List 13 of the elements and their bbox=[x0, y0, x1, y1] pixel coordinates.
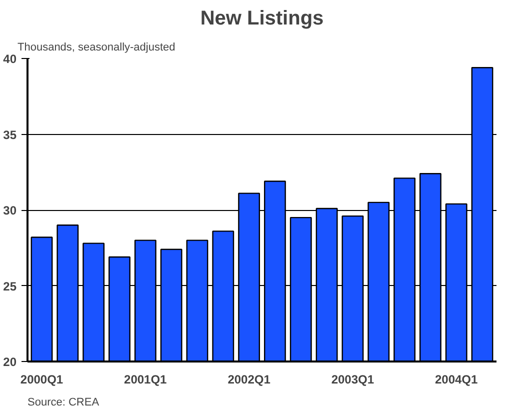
x-tick-label: 2000Q1 bbox=[20, 372, 64, 386]
y-tick-label: 35 bbox=[3, 128, 17, 142]
y-axis-title: Thousands, seasonally-adjusted bbox=[18, 42, 176, 54]
chart-title: New Listings bbox=[200, 8, 324, 30]
source-note: Source: CREA bbox=[28, 396, 100, 408]
x-tick-label: 2003Q1 bbox=[331, 372, 374, 386]
x-tick-label: 2002Q1 bbox=[228, 372, 271, 386]
y-tick-label: 25 bbox=[3, 279, 17, 294]
y-tick-label: 20 bbox=[3, 355, 17, 369]
x-tick-label: 2001Q1 bbox=[124, 372, 168, 386]
y-tick-label: 40 bbox=[3, 52, 17, 66]
y-tick-label: 30 bbox=[3, 204, 17, 218]
x-tick-label: 2004Q1 bbox=[434, 372, 478, 386]
